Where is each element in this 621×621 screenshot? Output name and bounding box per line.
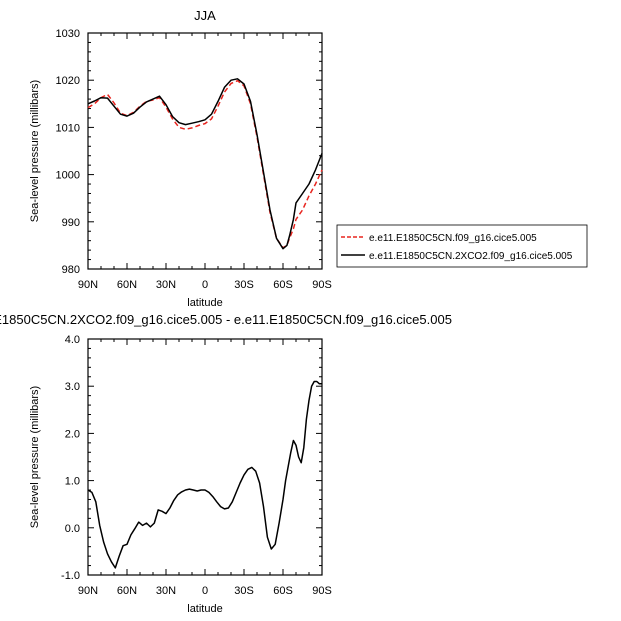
- top-panel: JJA 980 990 1000 1010 1020 1030 90N 60N 30N 0 30S 6…: [29, 8, 332, 309]
- y-tick-label: -1.0: [61, 570, 80, 582]
- x-tick-label: 90N: [78, 585, 98, 597]
- legend-label-control: e.e11.E1850C5CN.f09_g16.cice5.005: [369, 233, 537, 244]
- x-tick-label: 60S: [273, 279, 293, 291]
- x-tick-label: 0: [202, 279, 208, 291]
- bottom-chart-title: e.e11.E1850C5CN.2XCO2.f09_g16.cice5.005 …: [0, 312, 452, 327]
- x-tick-label: 30N: [156, 279, 176, 291]
- bottom-panel: e.e11.E1850C5CN.2XCO2.f09_g16.cice5.005 …: [0, 312, 452, 615]
- legend-box: [336, 224, 588, 268]
- x-tick-label: 30N: [156, 585, 176, 597]
- legend-label-2xco2: e.e11.E1850C5CN.2XCO2.f09_g16.cice5.005: [369, 251, 573, 262]
- bottom-plot-area: -1.0 0.0 1.0 2.0 3.0 4.0 90N 60N 30N 0 30S 60S 90S: [61, 334, 332, 597]
- y-tick-label: 3.0: [65, 381, 80, 393]
- y-tick-label: 0.0: [65, 523, 80, 535]
- y-tick-label: 980: [62, 264, 80, 276]
- y-tick-label: 4.0: [65, 334, 80, 346]
- series-line-0: [87, 79, 323, 249]
- y-tick-label: 1030: [56, 28, 80, 40]
- plot-frame: [87, 32, 323, 270]
- legend: e.e11.E1850C5CN.f09_g16.cice5.005 e.e11.…: [336, 224, 588, 268]
- bottom-x-axis-title: latitude: [187, 603, 222, 615]
- y-tick-label: 2.0: [65, 428, 80, 440]
- y-tick-label: 1010: [56, 122, 80, 134]
- x-tick-label: 60S: [273, 585, 293, 597]
- x-tick-label: 0: [202, 585, 208, 597]
- series-line-0: [87, 380, 322, 569]
- bottom-y-axis-title: Sea-level pressure (millibars): [29, 386, 41, 528]
- top-chart-title: JJA: [194, 8, 216, 23]
- series-line-1: [87, 78, 323, 250]
- y-tick-label: 1.0: [65, 476, 80, 488]
- x-tick-label: 90S: [312, 279, 332, 291]
- x-tick-label: 90S: [312, 585, 332, 597]
- y-tick-label: 1000: [56, 170, 80, 182]
- y-tick-label: 1020: [56, 75, 80, 87]
- x-tick-label: 60N: [117, 279, 137, 291]
- x-tick-label: 30S: [234, 585, 254, 597]
- plot-frame: [87, 338, 323, 576]
- top-y-axis-title: Sea-level pressure (millibars): [29, 80, 41, 222]
- top-plot-area: 980 990 1000 1010 1020 1030 90N 60N 30N 0 30S 60S 90…: [56, 28, 332, 291]
- x-tick-label: 30S: [234, 279, 254, 291]
- x-tick-label: 60N: [117, 585, 137, 597]
- top-x-axis-title: latitude: [187, 297, 222, 309]
- y-tick-label: 990: [62, 217, 80, 229]
- x-tick-label: 90N: [78, 279, 98, 291]
